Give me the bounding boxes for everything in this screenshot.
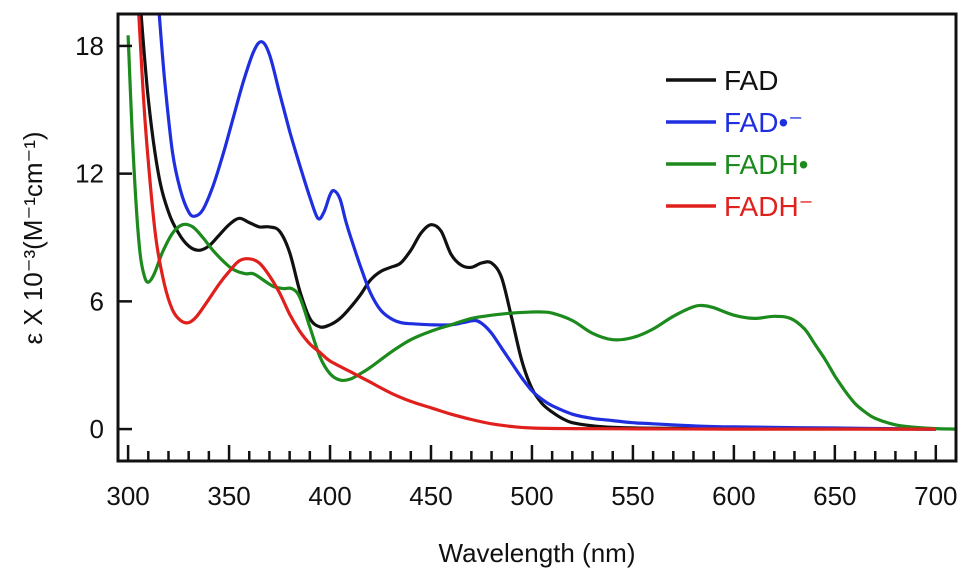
series-line-3 <box>137 14 936 431</box>
y-tick-label: 6 <box>90 286 104 316</box>
x-axis-label: Wavelength (nm) <box>439 538 636 568</box>
series-line-1 <box>157 14 936 431</box>
x-tick-label: 600 <box>712 481 755 511</box>
legend-label: FAD•⁻ <box>724 107 803 138</box>
series-line-0 <box>139 14 936 431</box>
legend-label: FADH⁻ <box>724 191 813 222</box>
y-ticks: 0 6 12 18 <box>75 31 132 444</box>
plot-frame <box>116 12 958 463</box>
series-line-2 <box>126 35 956 431</box>
x-tick-label: 650 <box>813 481 856 511</box>
legend: FAD FAD•⁻ FADH• FADH⁻ <box>666 65 813 222</box>
x-ticks: 300 350 400 450 500 550 600 650 700 <box>106 445 958 511</box>
x-tick-label: 400 <box>308 481 351 511</box>
legend-label: FAD <box>724 65 778 96</box>
x-tick-label: 350 <box>207 481 250 511</box>
series-layer <box>126 14 956 431</box>
x-tick-label: 300 <box>106 481 149 511</box>
x-tick-label: 700 <box>914 481 957 511</box>
x-tick-label: 550 <box>611 481 654 511</box>
y-tick-label: 12 <box>75 159 104 189</box>
y-tick-label: 18 <box>75 31 104 61</box>
x-tick-label: 500 <box>510 481 553 511</box>
legend-label: FADH• <box>724 149 808 180</box>
y-axis-label: ε X 10⁻³(M⁻¹cm⁻¹) <box>18 131 48 344</box>
x-tick-label: 450 <box>409 481 452 511</box>
y-tick-label: 0 <box>90 414 104 444</box>
